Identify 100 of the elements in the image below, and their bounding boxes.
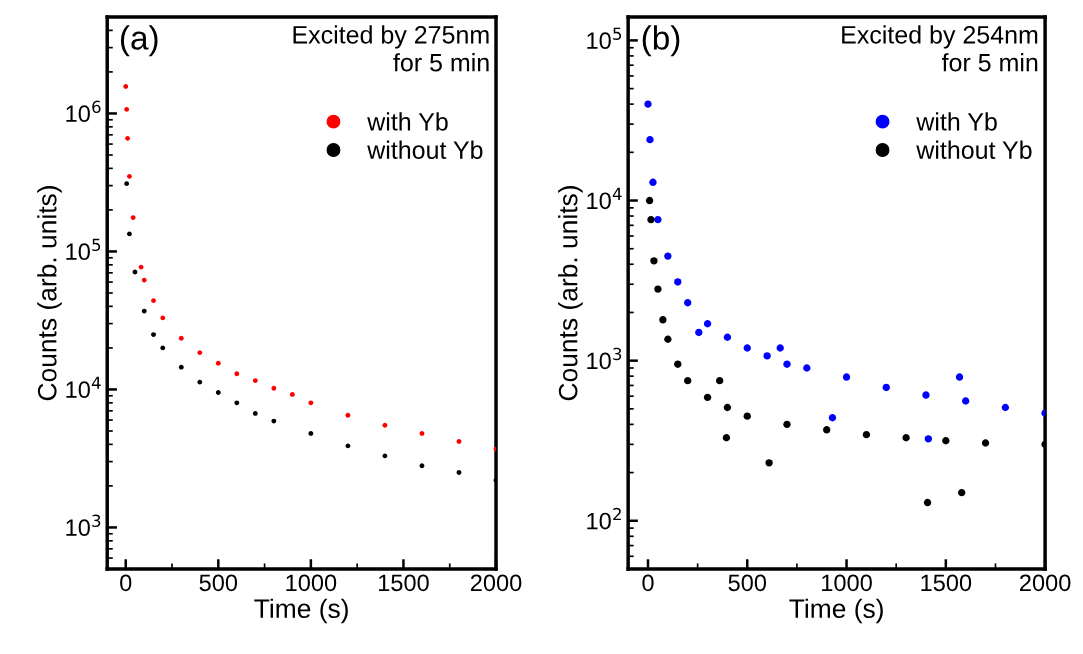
y-tick-label: 10$^{4}$ [66, 376, 101, 399]
point [862, 430, 871, 439]
point [252, 411, 258, 416]
x-axis-title: Time (s) [254, 598, 348, 624]
y-tick-label: 10$^{3}$ [66, 514, 101, 537]
point [1001, 403, 1010, 412]
y-axis-title: Counts (arb. units) [558, 186, 583, 401]
point [743, 412, 751, 420]
point [308, 431, 314, 436]
point [124, 107, 130, 112]
point [646, 135, 654, 144]
point [695, 328, 703, 337]
point [160, 345, 166, 351]
point [842, 373, 851, 381]
y-tick-label: 10$^{5}$ [587, 27, 622, 50]
point [659, 316, 667, 324]
point [776, 344, 784, 352]
y-tick-label: 10$^{6}$ [66, 100, 101, 123]
point [703, 393, 712, 402]
point [902, 434, 910, 442]
point [664, 335, 672, 343]
point [684, 376, 692, 385]
point [130, 215, 136, 220]
x-axis-title: Time (s) [789, 598, 883, 624]
point [647, 215, 655, 224]
point [828, 414, 837, 422]
x-tick-label: 0 [642, 574, 654, 592]
x-tick-label: 1000 [286, 574, 337, 592]
x-tick-label: 0 [120, 574, 132, 592]
point [127, 173, 132, 179]
x-tick-label: 1000 [822, 574, 872, 592]
legend-label: without Yb [916, 140, 1032, 159]
point [674, 360, 682, 368]
point [882, 383, 890, 392]
point [654, 215, 662, 224]
x-tick-label: 1500 [378, 574, 429, 592]
point [178, 335, 184, 341]
point [649, 178, 657, 186]
point [215, 390, 221, 395]
point [955, 373, 964, 381]
point [654, 285, 662, 293]
point [716, 376, 724, 385]
y-tick-label: 10$^{4}$ [587, 187, 622, 210]
x-tick-label: 2000 [1020, 574, 1071, 592]
point [382, 422, 388, 428]
point [197, 379, 203, 385]
point [141, 277, 147, 283]
point [125, 135, 130, 141]
point [703, 320, 712, 328]
point [803, 364, 811, 372]
point [234, 400, 240, 406]
point [160, 315, 166, 321]
legend-label: without Yb [367, 140, 483, 159]
x-tick-label: 1500 [921, 574, 972, 592]
point [141, 308, 147, 314]
point [674, 278, 682, 286]
y-axis-title: Counts (arb. units) [37, 186, 62, 401]
point [123, 84, 129, 89]
point [924, 435, 933, 443]
y-tick-label: 10$^{3}$ [587, 347, 622, 370]
point [684, 299, 692, 307]
point [644, 100, 652, 108]
point [783, 360, 791, 368]
point [252, 378, 258, 383]
x-tick-label: 500 [728, 574, 767, 592]
point [763, 352, 771, 360]
point [962, 397, 970, 405]
point [823, 426, 831, 434]
point [650, 257, 658, 265]
annotation: Excited by 275nm for 5 min [293, 25, 489, 72]
y-tick-label: 10$^{5}$ [66, 238, 101, 261]
point [215, 360, 221, 366]
point [958, 488, 966, 497]
y-tick-label: 10$^{2}$ [587, 507, 621, 530]
point [723, 333, 732, 341]
point [308, 400, 314, 406]
point [664, 252, 672, 260]
point [345, 412, 351, 418]
point [783, 420, 791, 429]
x-tick-label: 2000 [470, 574, 522, 592]
annotation: (b) [642, 25, 680, 57]
point [645, 196, 654, 205]
point [271, 385, 277, 391]
point [723, 403, 732, 412]
point [981, 439, 990, 447]
point [923, 498, 932, 507]
point [178, 364, 184, 370]
point [942, 437, 950, 445]
point [419, 463, 425, 469]
point [922, 391, 930, 399]
point [124, 181, 130, 187]
point [197, 350, 203, 355]
x-tick-label: 500 [199, 574, 238, 592]
annotation: Excited by 254nm for 5 min [842, 25, 1038, 72]
point [151, 298, 156, 304]
annotation: (a) [120, 25, 158, 57]
point [743, 344, 751, 352]
point [234, 371, 240, 377]
point [722, 434, 731, 442]
legend-label: with Yb [367, 112, 448, 131]
